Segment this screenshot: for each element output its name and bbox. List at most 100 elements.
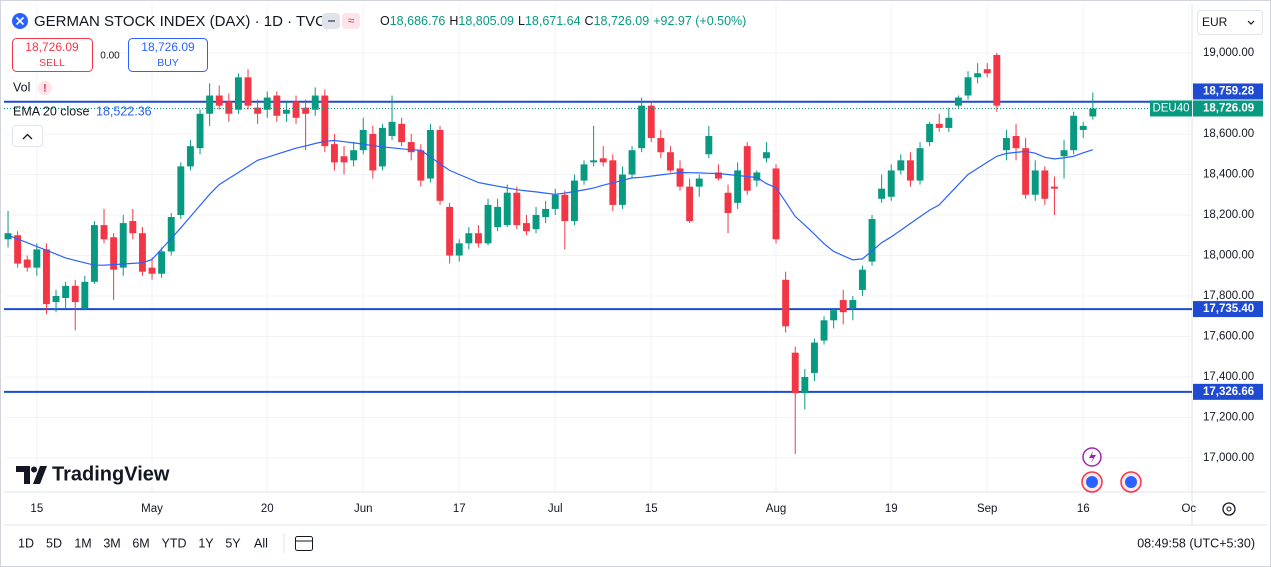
x-tick-label: 15 xyxy=(30,503,43,515)
candle-body xyxy=(52,295,60,303)
candle-body xyxy=(820,320,828,341)
y-tick-label: 18,600.00 xyxy=(1203,128,1254,140)
currency: EUR xyxy=(1202,15,1228,29)
price-label-box xyxy=(1193,383,1263,400)
candle-body xyxy=(753,172,761,181)
settings-icon xyxy=(1226,506,1232,512)
range-button[interactable]: 3M xyxy=(103,536,120,550)
candle-body xyxy=(186,146,194,167)
candle-body xyxy=(868,219,876,262)
sell-button[interactable] xyxy=(12,38,93,72)
clock[interactable]: 08:49:58 (UTC+5:30) xyxy=(1137,536,1255,550)
candle-body xyxy=(321,95,329,147)
ema-legend-value: 18,522.36 xyxy=(96,104,152,118)
dropdown-icon xyxy=(1247,20,1255,25)
ohlc-value: 18,671.64 xyxy=(525,14,581,28)
candle-body xyxy=(129,221,137,234)
settings-icon[interactable] xyxy=(1222,502,1236,516)
candle-body xyxy=(532,214,540,230)
candle-body xyxy=(455,243,463,256)
buy-button[interactable] xyxy=(128,38,208,72)
range-button[interactable]: YTD xyxy=(162,536,187,550)
range-button[interactable]: All xyxy=(254,536,268,550)
candle-body xyxy=(474,233,482,244)
symbol-tag: DEU40 xyxy=(1152,102,1189,114)
candle-body xyxy=(743,146,751,191)
symbol-icon-glyph xyxy=(15,16,25,26)
status-badge-icon: ≈ xyxy=(348,14,355,28)
candle-body xyxy=(234,77,242,110)
candle-body xyxy=(1070,115,1078,151)
candle-body xyxy=(282,109,290,114)
candle-body xyxy=(196,113,204,149)
candle-body xyxy=(1012,136,1020,149)
date-range-icon[interactable] xyxy=(295,536,313,551)
symbol-title[interactable]: GERMAN STOCK INDEX (DAX) · 1D · TVC xyxy=(34,13,326,30)
candle-body xyxy=(71,285,79,303)
range-button[interactable]: 5D xyxy=(46,536,62,550)
brand-name[interactable]: TradingView xyxy=(52,463,170,485)
candle-body xyxy=(225,101,233,114)
candle-body xyxy=(23,259,31,268)
candle-body xyxy=(1079,125,1087,130)
sell-label: SELL xyxy=(39,57,65,69)
brand-logo xyxy=(16,466,47,484)
y-tick-label: 18,000.00 xyxy=(1203,250,1254,262)
currency-select[interactable] xyxy=(1197,10,1263,35)
candle-body xyxy=(830,310,838,321)
candle-body xyxy=(993,55,1001,106)
candle-body xyxy=(42,249,50,305)
change: +92.97 (+0.50%) xyxy=(653,14,746,28)
candle-body xyxy=(436,129,444,201)
range-button[interactable]: 1Y xyxy=(198,536,214,550)
candle-body xyxy=(657,138,665,153)
candle-body xyxy=(311,95,319,110)
x-tick-label: Aug xyxy=(766,503,786,515)
candle-body xyxy=(1060,150,1068,157)
candle-body xyxy=(561,194,569,222)
candle-body xyxy=(138,233,146,272)
event-icon-glyph xyxy=(1086,476,1098,488)
y-tick-label: 19,000.00 xyxy=(1203,47,1254,59)
sell-price: 18,726.09 xyxy=(25,40,79,54)
buy-price: 18,726.09 xyxy=(141,40,195,54)
range-buttons: 1D 5D 1M 3M 6M YTD 1Y 5Y All xyxy=(18,536,268,550)
candle-body xyxy=(599,158,607,163)
candle-body xyxy=(340,156,348,163)
candle-body xyxy=(90,225,98,282)
range-button[interactable]: 1M xyxy=(74,536,91,550)
candle-body xyxy=(110,237,118,270)
ohlc-key: C xyxy=(585,14,594,28)
candle-body xyxy=(215,95,223,106)
candle-body xyxy=(935,123,943,128)
status-badge-icon xyxy=(328,20,335,22)
x-tick-label: 15 xyxy=(645,503,658,515)
candle-body xyxy=(292,101,300,118)
candle-body xyxy=(62,285,70,299)
candle-body xyxy=(426,129,434,179)
candle-body xyxy=(849,300,857,309)
candle-body xyxy=(369,133,377,171)
ema-line xyxy=(7,139,1093,266)
candle-body xyxy=(350,150,358,161)
candle-body xyxy=(618,174,626,205)
x-tick-label: Jun xyxy=(354,503,373,515)
collapse-button[interactable] xyxy=(12,125,43,147)
candle-body xyxy=(148,267,156,274)
candle-body xyxy=(647,105,655,139)
range-button[interactable]: 6M xyxy=(132,536,149,550)
candle-body xyxy=(1022,148,1030,195)
candle-body xyxy=(503,192,511,226)
range-button[interactable]: 5Y xyxy=(225,536,241,550)
status-badge[interactable] xyxy=(342,13,360,29)
range-button[interactable]: 1D xyxy=(18,536,34,550)
brand-logo xyxy=(31,466,37,473)
warning-icon[interactable] xyxy=(38,81,52,95)
ohlc-legend: O18,686.76 H18,805.09 L18,671.64 C18,726.09… xyxy=(380,14,746,28)
volume-legend[interactable]: Vol xyxy=(13,80,30,94)
y-tick-label: 17,800.00 xyxy=(1203,290,1254,302)
price-label-box xyxy=(1193,83,1263,100)
ema-legend[interactable]: EMA 20 close xyxy=(13,104,89,118)
